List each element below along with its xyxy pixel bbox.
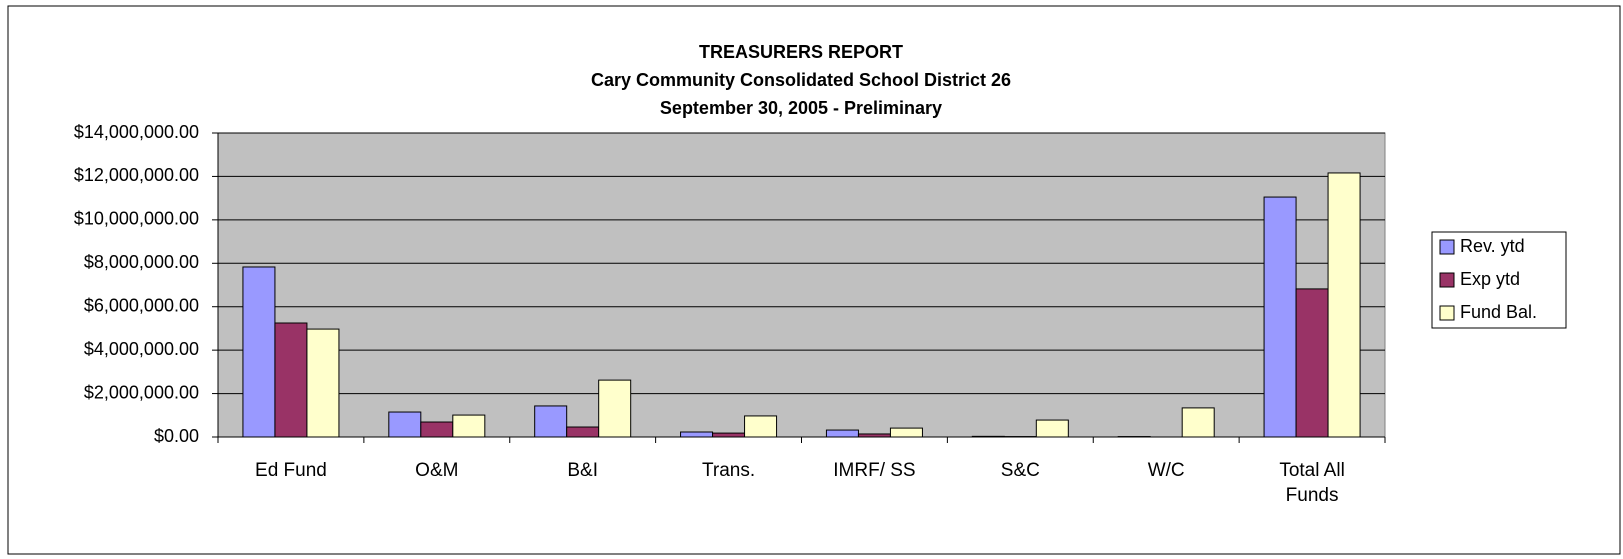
y-tick-label: $4,000,000.00 <box>84 339 199 359</box>
chart-title: TREASURERS REPORT <box>699 42 903 62</box>
bar <box>452 414 486 438</box>
bar <box>889 427 923 438</box>
chart-title: Cary Community Consolidated School Distr… <box>591 70 1011 90</box>
legend-label: Fund Bal. <box>1460 302 1537 322</box>
chart-title: September 30, 2005 - Preliminary <box>660 98 942 118</box>
y-tick-label: $10,000,000.00 <box>74 209 199 229</box>
legend-swatch <box>1439 305 1455 321</box>
bar <box>744 415 778 438</box>
bar <box>566 426 600 438</box>
x-tick-label: Trans. <box>701 460 756 481</box>
y-tick-label: $0.00 <box>154 426 199 446</box>
bar <box>388 411 422 438</box>
y-tick-label: $6,000,000.00 <box>84 295 199 315</box>
legend-label: Rev. ytd <box>1460 236 1525 256</box>
x-tick-label: W/C <box>1147 460 1185 481</box>
bar <box>857 433 891 438</box>
bar <box>1035 419 1069 438</box>
bar <box>306 328 340 438</box>
legend-swatch <box>1439 239 1455 255</box>
bar <box>274 322 308 438</box>
legend-swatch <box>1439 272 1455 288</box>
legend-label: Exp ytd <box>1460 269 1520 289</box>
bar <box>971 435 1005 438</box>
y-tick-label: $8,000,000.00 <box>84 252 199 272</box>
y-tick-label: $2,000,000.00 <box>84 382 199 402</box>
bar <box>1263 196 1297 438</box>
bar <box>598 379 632 438</box>
bar <box>680 431 714 438</box>
bar <box>420 421 454 438</box>
bar <box>1181 407 1215 438</box>
x-tick-label: IMRF/ SS <box>833 460 916 481</box>
x-tick-label: O&M <box>415 460 459 481</box>
y-tick-label: $12,000,000.00 <box>74 165 199 185</box>
bar <box>242 266 276 438</box>
bar <box>1295 288 1329 438</box>
x-tick-label: S&C <box>1000 460 1040 481</box>
plot-area <box>217 132 1386 438</box>
x-tick-label: B&I <box>567 460 598 481</box>
bar <box>1327 172 1361 438</box>
x-tick-label: Ed Fund <box>255 460 327 481</box>
y-tick-label: $14,000,000.00 <box>74 122 199 142</box>
x-tick-label: Total All Funds <box>1279 460 1345 506</box>
bar <box>825 429 859 438</box>
bar <box>534 405 568 438</box>
bar <box>712 432 746 438</box>
